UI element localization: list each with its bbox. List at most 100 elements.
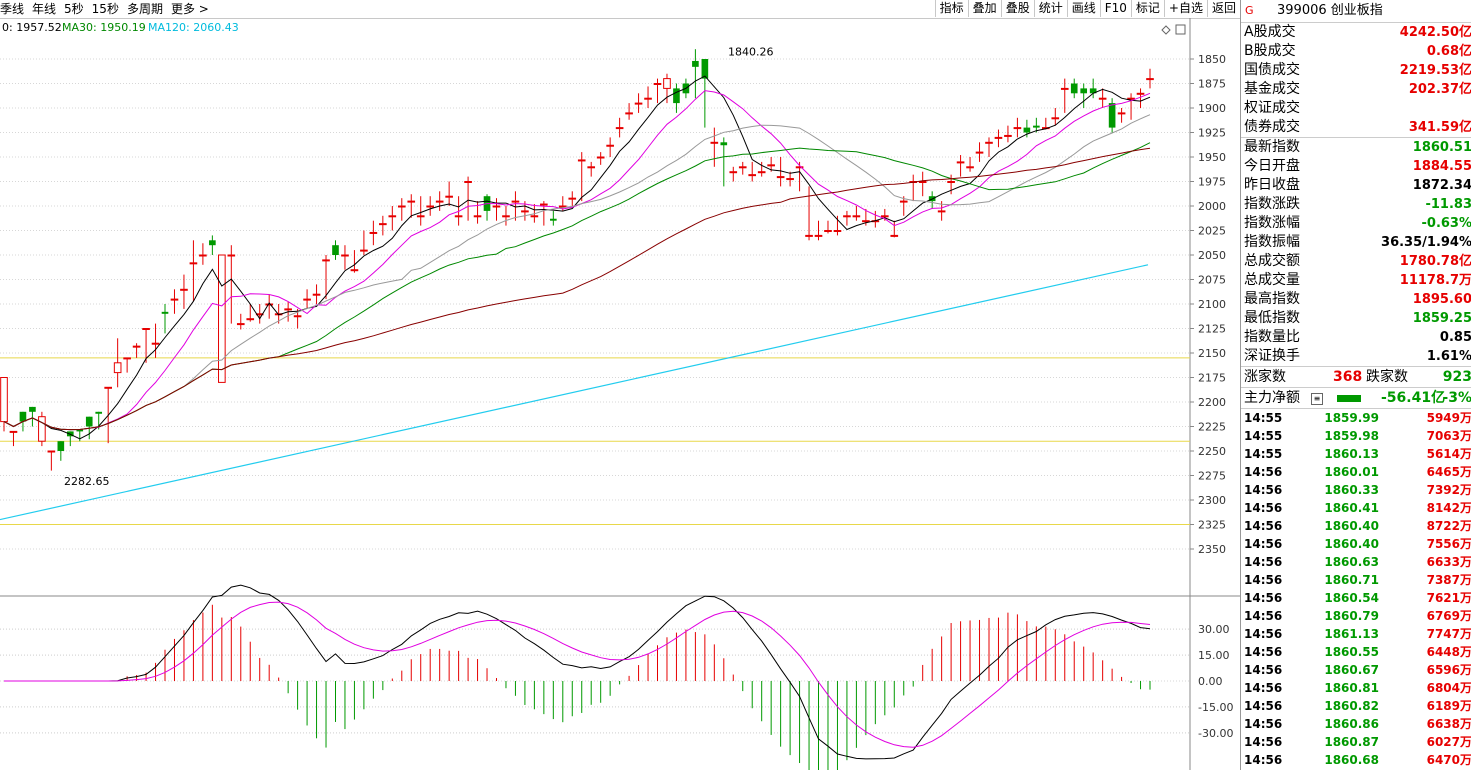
macd-label: -15.00 [1198, 701, 1233, 714]
tick-volume: 6189万 [1426, 699, 1471, 713]
volume-label: B股成交 [1244, 43, 1296, 59]
stat-row: 昨日收盘 1872.34 [1241, 176, 1471, 195]
tick-time: 14:55 [1244, 447, 1283, 461]
g-icon: G [1245, 4, 1254, 17]
volume-value: 341.59亿 [1408, 120, 1471, 135]
tool-button-1[interactable]: 叠加 [967, 0, 1001, 17]
tick-time: 14:56 [1244, 465, 1283, 479]
price-tick-label: 1850 [1198, 53, 1226, 66]
period-2[interactable]: 5秒 [64, 2, 84, 16]
macd-label: 15.00 [1198, 649, 1230, 662]
tick-time: 14:56 [1244, 681, 1283, 695]
candle-body [795, 166, 804, 169]
candle-body [852, 215, 861, 218]
candle-body [104, 386, 112, 389]
tick-time: 14:56 [1244, 735, 1283, 749]
tick-row: 14:56 1860.67 6596万 [1241, 661, 1471, 679]
tool-button-5[interactable]: F10 [1099, 0, 1131, 17]
candle-body [994, 136, 1003, 139]
tick-row: 14:56 1860.86 6638万 [1241, 715, 1471, 733]
tick-time: 14:56 [1244, 483, 1283, 497]
stat-row: 指数涨幅 -0.63% [1241, 214, 1471, 233]
tick-time: 14:56 [1244, 591, 1283, 605]
tick-price: 1859.99 [1324, 411, 1379, 425]
candle-body [492, 205, 501, 208]
candle-body [596, 156, 605, 159]
tick-price: 1859.98 [1324, 429, 1379, 443]
candle-body [1127, 97, 1135, 100]
candle-body [692, 60, 699, 67]
tool-button-6[interactable]: 标记 [1130, 0, 1164, 17]
stat-value: 11178.7万 [1399, 273, 1471, 288]
tick-row: 14:56 1860.71 7387万 [1241, 571, 1471, 589]
tick-price: 1860.33 [1324, 483, 1379, 497]
tick-price: 1860.67 [1324, 663, 1379, 677]
candle-body [937, 210, 946, 213]
square-icon [1175, 24, 1186, 35]
main-force-net: 主力净额 ≡ -56.41亿 -3% [1241, 387, 1471, 409]
candle-body [218, 254, 226, 383]
candle-body [862, 220, 870, 223]
candle-body [38, 416, 46, 442]
ma10-line [3, 90, 1151, 431]
candle-body [170, 298, 179, 301]
tick-price: 1860.55 [1324, 645, 1379, 659]
dif-line [4, 584, 1151, 760]
period-1[interactable]: 年线 [32, 2, 57, 16]
candle-body [814, 234, 823, 237]
candle-body [1108, 103, 1116, 128]
tick-volume: 7621万 [1426, 591, 1471, 605]
stat-label: 今日开盘 [1244, 158, 1300, 174]
candle-body [209, 240, 216, 246]
ma-legend-1: MA30: 1950.19 [62, 21, 146, 34]
tick-volume: 8722万 [1426, 519, 1471, 533]
price-tick-label: 1900 [1198, 102, 1226, 115]
price-tick-label: 2125 [1198, 323, 1226, 336]
candle-body [303, 298, 311, 301]
tool-button-3[interactable]: 统计 [1033, 0, 1067, 17]
volume-value: 2219.53亿 [1399, 63, 1471, 78]
tick-volume: 6596万 [1426, 663, 1471, 677]
period-5[interactable]: 更多 > [170, 2, 209, 16]
price-tick-label: 2350 [1198, 543, 1226, 556]
volume-row: 权证成交 [1241, 99, 1471, 118]
tick-row: 14:56 1861.13 7747万 [1241, 625, 1471, 643]
tool-button-0[interactable]: 指标 [934, 0, 968, 17]
extreme-label: 2282.65 [64, 475, 110, 488]
price-tick-label: 1950 [1198, 151, 1226, 164]
candle-body [76, 429, 84, 432]
candle-body [246, 318, 255, 321]
candle-body [445, 195, 453, 198]
candle-body [1070, 83, 1078, 94]
stat-row: 今日开盘 1884.55 [1241, 157, 1471, 176]
period-4[interactable]: 多周期 [126, 2, 163, 16]
tick-price: 1860.79 [1324, 609, 1379, 623]
tool-button-4[interactable]: 画线 [1066, 0, 1100, 17]
period-0[interactable]: 季线 [0, 2, 25, 16]
stat-value: 1.61% [1426, 349, 1471, 364]
tick-row: 14:56 1860.33 7392万 [1241, 481, 1471, 499]
down-label: 跌家数 [1366, 369, 1408, 385]
tool-button-8[interactable]: 返回 [1206, 0, 1240, 17]
stat-row: 总成交额 1780.78亿 [1241, 252, 1471, 271]
candle-body [1033, 125, 1040, 128]
stat-value: -11.83 [1425, 197, 1471, 212]
list-icon[interactable]: ≡ [1311, 393, 1323, 405]
tick-time: 14:56 [1244, 501, 1283, 515]
tick-row: 14:56 1860.01 6465万 [1241, 463, 1471, 481]
candle-body [577, 159, 586, 162]
candle-body [767, 164, 775, 167]
tick-volume: 8142万 [1426, 501, 1471, 515]
tool-button-7[interactable]: +自选 [1163, 0, 1207, 17]
tick-price: 1860.81 [1324, 681, 1379, 695]
tick-row: 14:56 1860.63 6633万 [1241, 553, 1471, 571]
candle-body [85, 416, 93, 427]
candle-body [530, 215, 539, 218]
kline-chart[interactable]: 1850 1875 1900 1925 1950 1975 2000 2025 2050 2075… [0, 18, 1240, 770]
candle-body [786, 178, 794, 181]
tool-button-2[interactable]: 叠股 [1000, 0, 1034, 17]
tick-time: 14:56 [1244, 627, 1283, 641]
period-3[interactable]: 15秒 [91, 2, 119, 16]
stat-label: 指数振幅 [1244, 234, 1300, 250]
period-selector: 季线 年线 5秒 15秒 多周期 更多 > [0, 0, 217, 18]
